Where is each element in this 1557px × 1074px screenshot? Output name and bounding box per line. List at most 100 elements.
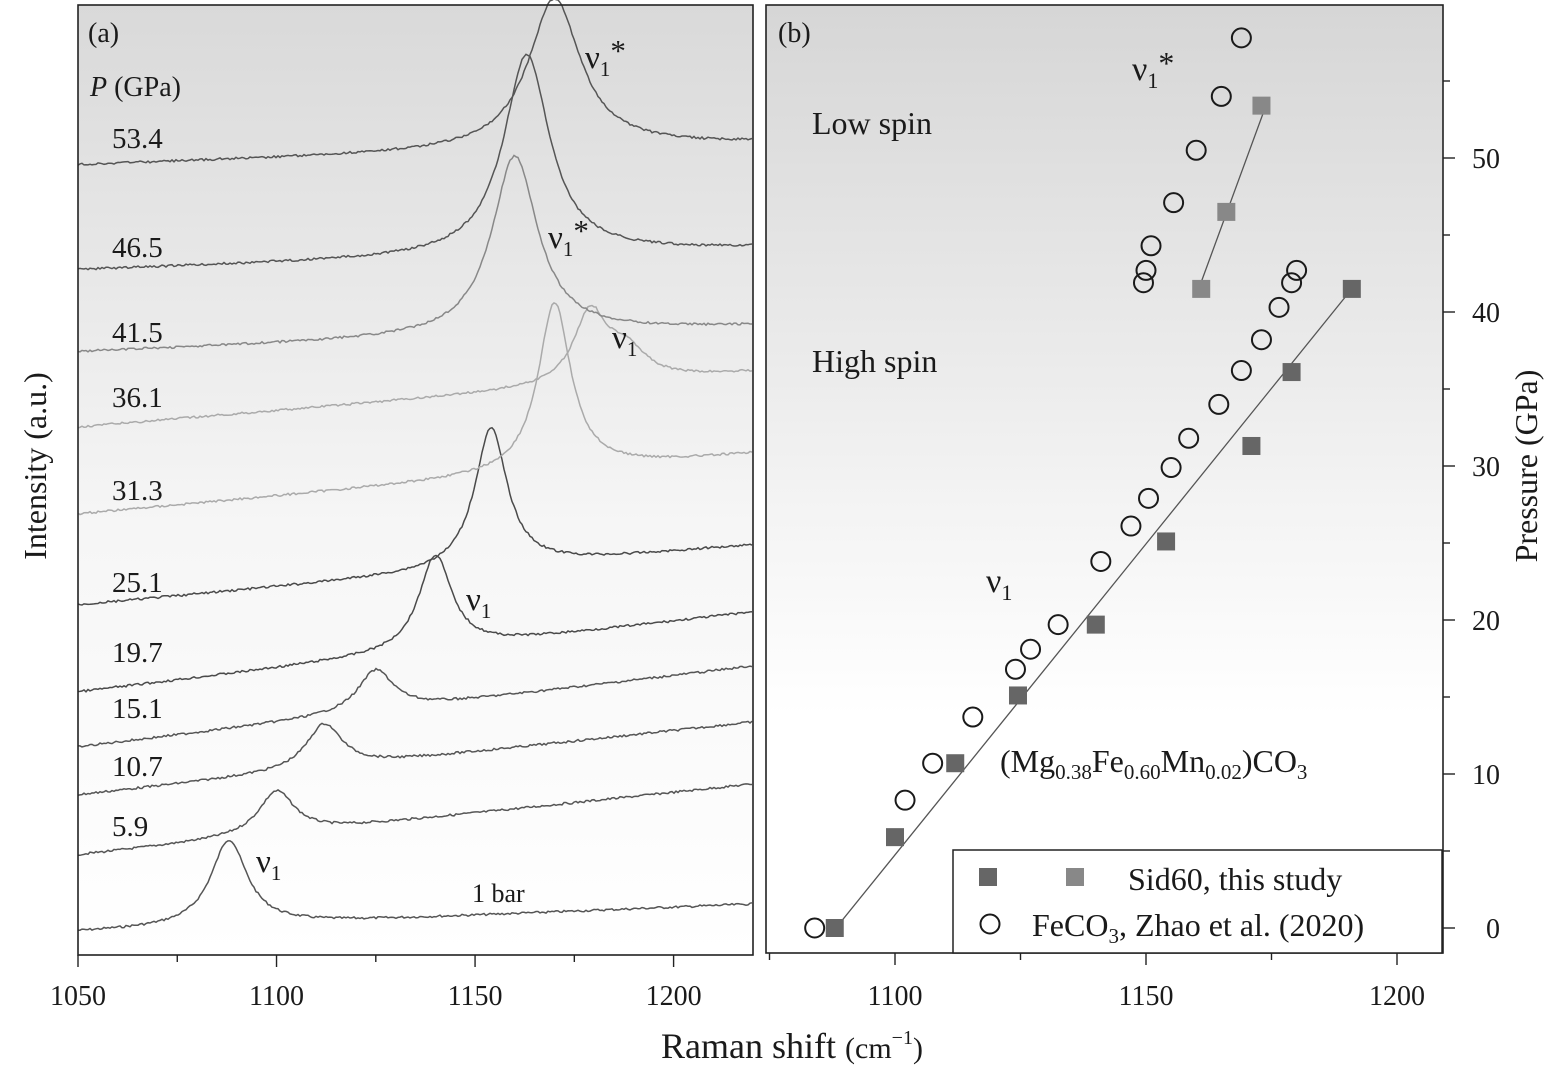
x-axis-label-main: Raman shift — [661, 1026, 845, 1066]
mode-annotation: ν1* — [548, 213, 589, 261]
point-square — [825, 919, 844, 937]
data-points — [804, 27, 1361, 939]
point-circle — [894, 789, 916, 811]
mode-symbol: ν — [612, 320, 627, 356]
formula-sub: 0.38 — [1055, 760, 1092, 784]
x-axis-label-unit: (cm — [845, 1032, 892, 1065]
spectra-group — [77, 0, 753, 931]
point-circle — [962, 706, 984, 728]
legend-text-sub: 3 — [1108, 924, 1119, 948]
point-square — [1342, 279, 1361, 298]
point-circle — [1268, 296, 1290, 318]
y-tick-label: 50 — [1472, 144, 1500, 175]
point-circle — [1004, 658, 1026, 680]
legend-label-sid60: Sid60, this study — [1128, 861, 1342, 897]
mode-symbol: ν — [256, 844, 271, 880]
legend-marker-circle — [979, 913, 1001, 935]
point-circle — [1185, 139, 1207, 161]
x-tick-label: 1100 — [868, 981, 923, 1012]
mode-sub: 1 — [271, 861, 282, 885]
legend-marker-square-dark — [979, 868, 997, 886]
panel-a-frame — [77, 4, 754, 956]
pressure-label: 46.5 — [112, 232, 163, 264]
y-tick-label: 0 — [1486, 914, 1500, 945]
pressure-label: 10.7 — [112, 751, 163, 783]
x-tick-label: 1200 — [646, 981, 702, 1012]
point-circle — [804, 917, 826, 939]
x-axis-label-unit-sup: −1 — [892, 1027, 913, 1049]
point-circle — [1250, 329, 1272, 351]
legend: Sid60, this study FeCO3, Zhao et al. (20… — [952, 849, 1443, 954]
y-tick-label: 20 — [1472, 606, 1500, 637]
point-square — [1282, 363, 1301, 382]
mode-label-nu1-star: ν1* — [1132, 45, 1174, 93]
point-circle — [1090, 550, 1112, 572]
point-circle — [1020, 638, 1042, 660]
point-circle — [1178, 427, 1200, 449]
formula-part: Mn — [1161, 743, 1205, 779]
point-square — [1252, 96, 1271, 115]
spectrum-trace — [77, 302, 753, 516]
pressure-label: 36.1 — [112, 382, 163, 414]
point-square — [1192, 279, 1211, 298]
point-square — [1008, 686, 1027, 705]
legend-label-feco3: FeCO3, Zhao et al. (2020) — [1032, 907, 1364, 948]
pressure-label: 31.3 — [112, 475, 163, 507]
formula-sub: 0.60 — [1124, 760, 1161, 784]
x-tick-label: 1150 — [1119, 981, 1174, 1012]
pressure-label: 1 bar — [472, 879, 525, 908]
legend-text-part: , Zhao et al. (2020) — [1119, 907, 1364, 943]
fit-line — [829, 288, 1353, 937]
panel-a-label: (a) — [88, 18, 119, 49]
panel-a-x-ticks: 1050 1100 1150 1200 — [50, 955, 702, 1012]
formula-part: (Mg — [1000, 743, 1055, 779]
formula-sub: 0.02 — [1205, 760, 1242, 784]
pressure-label: 41.5 — [112, 317, 163, 349]
point-square — [1242, 436, 1261, 455]
spectrum-trace — [77, 426, 753, 606]
point-circle — [1210, 85, 1232, 107]
panel-a-y-axis-label: Intensity (a.u.) — [17, 372, 53, 560]
x-tick-label: 1100 — [249, 981, 304, 1012]
spectrum-trace — [77, 554, 753, 693]
point-circle — [1120, 515, 1142, 537]
formula-part: )CO — [1242, 743, 1297, 779]
mode-sub: 1 — [627, 337, 638, 361]
spectrum-trace — [77, 720, 753, 796]
mode-annotation: ν1 — [256, 844, 281, 885]
pressure-labels: 1 bar 5.9 10.7 15.1 19.7 25.1 31.3 36.1 41.5 46.5… — [112, 123, 525, 908]
legend-text-part: FeCO — [1032, 907, 1108, 943]
spectrum-trace — [77, 53, 753, 271]
legend-marker-square-light — [1066, 868, 1084, 886]
point-circle — [1132, 272, 1154, 294]
mode-sup: * — [573, 213, 589, 248]
mode-label-sub: 1 — [1001, 580, 1012, 605]
y-tick-label: 10 — [1472, 760, 1500, 791]
composition-formula: (Mg0.38Fe0.60Mn0.02)CO3 — [1000, 743, 1307, 784]
panel-b-label: (b) — [778, 18, 811, 49]
point-circle — [1138, 487, 1160, 509]
mode-sup: * — [610, 33, 626, 68]
spectrum-trace — [77, 0, 753, 166]
pressure-label: 5.9 — [112, 811, 148, 843]
region-label-high-spin: High spin — [812, 343, 937, 379]
panel-b-background — [766, 5, 1443, 953]
point-square — [886, 828, 904, 847]
panel-b: 1100 1150 1200 0 10 20 30 40 50 (b) Low spin Hig… — [765, 4, 1544, 1012]
mode-label-sub: 1 — [1147, 68, 1158, 93]
x-tick-label: 1200 — [1369, 981, 1425, 1012]
mode-symbol: ν — [548, 220, 563, 256]
spectrum-trace — [78, 840, 753, 931]
point-circle — [1281, 272, 1303, 294]
point-circle — [1140, 235, 1162, 257]
point-square — [1217, 202, 1236, 221]
y-tick-label: 40 — [1472, 298, 1500, 329]
y-tick-label: 30 — [1472, 452, 1500, 483]
pressure-label: 19.7 — [112, 637, 163, 669]
point-square — [1157, 532, 1176, 551]
point-circle — [1230, 360, 1252, 382]
mode-sub: 1 — [481, 599, 492, 623]
mode-annotation: ν1 — [466, 582, 491, 623]
pressure-label: 53.4 — [112, 123, 163, 155]
